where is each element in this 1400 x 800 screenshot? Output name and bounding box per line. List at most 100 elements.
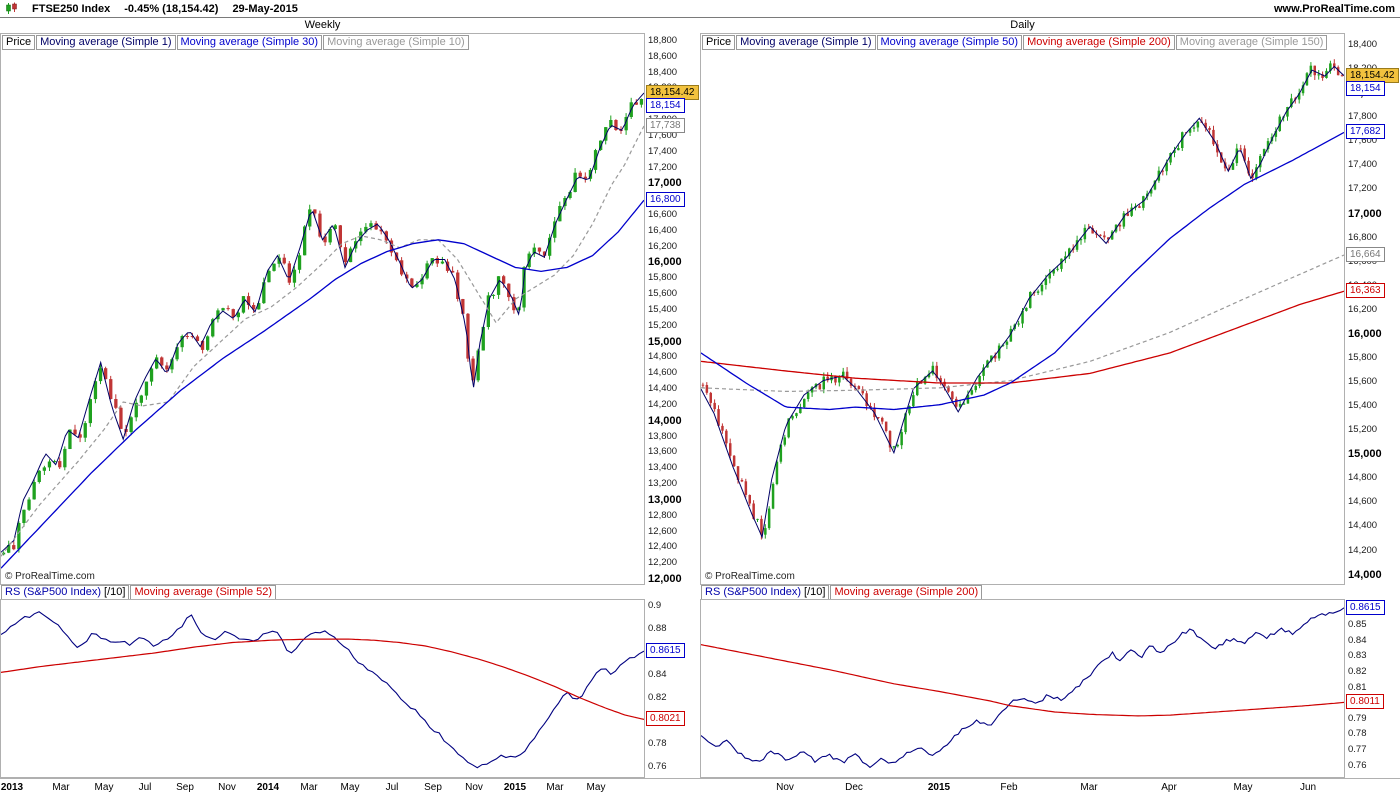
symbol-name: FTSE250 Index <box>32 2 111 15</box>
chart-watermark: © ProRealTime.com <box>705 571 795 582</box>
daily-rs-chart[interactable] <box>701 600 1344 777</box>
x-axis-label: Nov <box>465 782 483 793</box>
axis-price-badge: 16,363 <box>1346 283 1385 299</box>
x-axis-label: Nov <box>776 782 794 793</box>
x-axis-label: 2015 <box>927 782 951 793</box>
x-axis-label: 2015 <box>503 782 527 793</box>
weekly-rs-panel: RS (S&P500 Index) [/10] Moving average (S… <box>0 585 645 778</box>
weekly-chart-panel: Weekly Price Moving average (Simple 1) Mov… <box>0 18 645 585</box>
axis-tick-label: 12,800 <box>648 509 678 521</box>
legend-item-4[interactable]: Moving average (Simple 150) <box>1175 35 1328 50</box>
legend-item-1[interactable]: Moving average (Simple 200) <box>830 585 983 600</box>
legend-item-3[interactable]: Moving average (Simple 200) <box>1023 35 1175 50</box>
axis-price-badge: 0.8011 <box>1346 694 1384 710</box>
axis-tick-label: 0.76 <box>1348 759 1367 771</box>
x-axis-label: Sep <box>176 782 194 793</box>
weekly-price-axis[interactable]: 12,000 12,200 12,400 12,600 12,800 13,000 13,2… <box>645 18 700 585</box>
x-axis-label: 2013 <box>0 782 24 793</box>
time-axis[interactable]: 2013 Mar May Jul Sep Nov 2014 Mar May Jul Sep Nov 20… <box>0 778 1400 800</box>
legend-item-1[interactable]: Moving average (Simple 1) <box>36 35 176 50</box>
axis-tick-label: 17,200 <box>648 161 678 173</box>
axis-tick-label: 15,400 <box>648 303 678 315</box>
weekly-rs-legend: RS (S&P500 Index) [/10] Moving average (S… <box>0 585 645 600</box>
axis-tick-label: 0.78 <box>1348 728 1367 740</box>
axis-price-badge: 17,738 <box>646 117 685 133</box>
legend-label: RS (S&P500 Index) <box>705 586 801 598</box>
axis-tick-label: 15,200 <box>1348 424 1378 436</box>
legend-item-2[interactable]: Moving average (Simple 50) <box>876 35 1023 50</box>
legend-item-3[interactable]: Moving average (Simple 10) <box>323 35 469 50</box>
axis-tick-label: 17,600 <box>648 129 678 141</box>
series-line <box>1 199 644 569</box>
chart-watermark: © ProRealTime.com <box>5 571 95 582</box>
legend-label: Moving average (Simple 200) <box>834 586 979 598</box>
axis-tick-label: 17,200 <box>1348 183 1378 195</box>
axis-tick-label: 15,600 <box>648 288 678 300</box>
x-axis-label: Feb <box>1000 782 1018 793</box>
legend-label: Moving average (Simple 50) <box>880 36 1019 48</box>
candlestick-icon <box>6 2 17 14</box>
daily-legend: Price Moving average (Simple 1) Moving ave… <box>702 35 1328 50</box>
axis-tick-label: 0.82 <box>1348 665 1367 677</box>
axis-tick-label: 0.85 <box>1348 618 1367 630</box>
axis-tick-label: 13,600 <box>648 446 678 458</box>
axis-tick-label: 0.84 <box>1348 634 1367 646</box>
x-axis-label: May <box>340 782 360 793</box>
x-axis-label: May <box>1233 782 1253 793</box>
daily-price-chart[interactable] <box>701 34 1344 584</box>
time-axis-spacer <box>1345 778 1400 800</box>
legend-label: Moving average (Simple 200) <box>1027 36 1171 48</box>
weekly-rs-axis[interactable]: 0.760.780.80.820.840.860.880.90.86150.80… <box>645 585 700 778</box>
weekly-time-labels: 2013 Mar May Jul Sep Nov 2014 Mar May Jul Sep Nov 20… <box>0 778 645 800</box>
axis-price-badge: 16,800 <box>646 192 685 208</box>
daily-chart-title: Daily <box>1010 19 1035 31</box>
daily-price-axis[interactable]: 14,000 14,200 14,400 14,600 14,800 15,000 15,2… <box>1345 18 1400 585</box>
legend-item-0[interactable]: Price <box>2 35 36 50</box>
axis-tick-label: 0.84 <box>648 668 667 680</box>
axis-tick-label: 18,400 <box>1348 39 1378 51</box>
axis-price-badge: 0.8021 <box>646 711 685 727</box>
legend-item-1[interactable]: Moving average (Simple 1) <box>736 35 876 50</box>
axis-tick-label: 15,000 <box>1348 448 1382 461</box>
axis-tick-label: 16,200 <box>1348 303 1378 315</box>
x-axis-label: Mar <box>546 782 564 793</box>
axis-tick-label: 18,800 <box>648 34 678 46</box>
series-line <box>1 611 644 769</box>
x-axis-label: Mar <box>1080 782 1098 793</box>
daily-rs-axis[interactable]: 0.760.770.780.790.80.810.820.830.840.850… <box>1345 585 1400 778</box>
axis-price-badge: 18,154.42 <box>646 85 699 100</box>
x-axis-label: Dec <box>845 782 863 793</box>
axis-tick-label: 18,600 <box>648 50 678 62</box>
quote-date: 29-May-2015 <box>232 2 298 15</box>
legend-label: RS (S&P500 Index) <box>5 586 101 598</box>
axis-tick-label: 14,000 <box>1348 568 1382 581</box>
axis-tick-label: 17,400 <box>648 145 678 157</box>
weekly-rs-chart[interactable] <box>1 600 644 777</box>
legend-item-0[interactable]: Price <box>702 35 736 50</box>
axis-tick-label: 14,800 <box>1348 472 1378 484</box>
axis-tick-label: 14,400 <box>648 383 678 395</box>
x-axis-label: May <box>94 782 114 793</box>
axis-tick-label: 17,000 <box>648 177 682 190</box>
axis-price-badge: 18,154 <box>646 98 685 114</box>
weekly-price-chart[interactable] <box>1 34 644 584</box>
axis-tick-label: 0.76 <box>648 760 667 772</box>
chart-workspace: Weekly Price Moving average (Simple 1) Mov… <box>0 18 1400 800</box>
legend-suffix: [/10] <box>101 586 126 598</box>
top-status-bar: FTSE250 Index -0.45% (18,154.42) 29-May-… <box>0 0 1400 18</box>
axis-tick-label: 12,000 <box>648 573 682 586</box>
legend-item-0[interactable]: RS (S&P500 Index) [/10] <box>701 585 830 600</box>
legend-item-1[interactable]: Moving average (Simple 52) <box>130 585 277 600</box>
axis-tick-label: 14,800 <box>648 351 678 363</box>
axis-tick-label: 12,600 <box>648 525 678 537</box>
axis-tick-label: 0.82 <box>648 691 667 703</box>
legend-label: Moving average (Simple 10) <box>327 36 465 48</box>
axis-tick-label: 15,600 <box>1348 376 1378 387</box>
axis-tick-label: 16,000 <box>1348 327 1382 340</box>
axis-tick-label: 15,400 <box>1348 400 1378 412</box>
daily-rs-panel: RS (S&P500 Index) [/10] Moving average (S… <box>700 585 1345 778</box>
series-line <box>701 290 1344 384</box>
series-line <box>1 125 644 557</box>
legend-item-2[interactable]: Moving average (Simple 30) <box>176 35 323 50</box>
legend-item-0[interactable]: RS (S&P500 Index) [/10] <box>1 585 130 600</box>
